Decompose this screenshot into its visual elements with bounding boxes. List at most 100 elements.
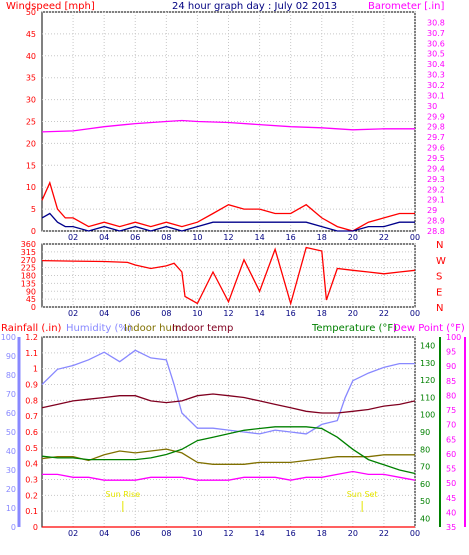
dewpoint-tick-label: 85 bbox=[446, 377, 456, 386]
barometer-tick-label: 30.2 bbox=[427, 81, 445, 90]
barometer-tick-label: 30.4 bbox=[427, 60, 445, 69]
compass-label: W bbox=[436, 256, 446, 267]
barometer-tick-label: 29.8 bbox=[427, 123, 445, 132]
x-tick-label: 02 bbox=[68, 529, 78, 538]
barometer-tick-label: 29.1 bbox=[427, 196, 445, 205]
direction-grid bbox=[42, 243, 416, 308]
x-tick-label: 14 bbox=[254, 529, 264, 538]
temperature-tick-label: 140 bbox=[420, 342, 435, 351]
humidity-tick-label: 20 bbox=[6, 485, 16, 494]
temperature-axis-label: Temperature (°F) bbox=[311, 323, 397, 334]
wind-tick-label: 35 bbox=[26, 74, 36, 83]
x-tick-label: 10 bbox=[192, 309, 202, 318]
x-tick-label: 18 bbox=[317, 309, 327, 318]
dew-point-line bbox=[42, 470, 416, 481]
temperature-tick-label: 40 bbox=[420, 514, 430, 523]
dewpoint-tick-label: 70 bbox=[446, 421, 456, 430]
humidity-axis-label: Humidity (%) bbox=[66, 323, 132, 334]
direction-tick-label: 0 bbox=[31, 303, 36, 312]
temperature-tick-label: 110 bbox=[420, 393, 435, 402]
barometer-tick-label: 29.7 bbox=[427, 133, 445, 142]
barometer-tick-label: 30.8 bbox=[427, 18, 445, 27]
barometer-tick-label: 28.9 bbox=[427, 217, 445, 226]
rainfall-tick-label: 0.3 bbox=[25, 476, 38, 485]
x-tick-label: 02 bbox=[68, 309, 78, 318]
temperature-tick-label: 70 bbox=[420, 463, 430, 472]
x-tick-label: 00 bbox=[410, 529, 420, 538]
rainfall-tick-label: 0 bbox=[33, 523, 38, 532]
dewpoint-tick-label: 45 bbox=[446, 494, 456, 503]
wind-tick-label: 5 bbox=[31, 205, 36, 214]
rainfall-tick-label: 0.4 bbox=[25, 460, 38, 469]
x-tick-label: 08 bbox=[161, 309, 171, 318]
dewpoint-tick-label: 100 bbox=[446, 333, 461, 342]
wind-tick-label: 40 bbox=[26, 52, 36, 61]
x-tick-label: 04 bbox=[99, 233, 109, 242]
windspeed-line bbox=[41, 212, 415, 232]
sun-event-label: Sun Set bbox=[347, 490, 378, 499]
wind-grid bbox=[42, 11, 416, 232]
x-tick-label: 06 bbox=[130, 233, 140, 242]
indoor-temp-label: Indoor temp bbox=[172, 323, 233, 334]
compass-label: N bbox=[436, 240, 443, 251]
wind-tick-label: 45 bbox=[26, 30, 36, 39]
wind-tick-label: 20 bbox=[26, 139, 36, 148]
rainfall-tick-label: 0.9 bbox=[25, 381, 38, 390]
temperature-tick-label: 90 bbox=[420, 428, 430, 437]
dewpoint-tick-label: 40 bbox=[446, 508, 456, 517]
rainfall-tick-label: 1.1 bbox=[25, 349, 38, 358]
indoor-hum-label: Indoor hum bbox=[124, 323, 182, 334]
x-tick-label: 12 bbox=[223, 529, 233, 538]
barometer-tick-label: 30.3 bbox=[427, 71, 445, 80]
x-tick-label: 12 bbox=[223, 233, 233, 242]
x-tick-label: 10 bbox=[192, 233, 202, 242]
temperature-tick-label: 100 bbox=[420, 411, 435, 420]
wind-tick-label: 30 bbox=[26, 96, 36, 105]
wind-ticks: 0510152025303540455028.828.92929.129.229… bbox=[26, 8, 445, 242]
wind-axis-label: Windspeed [mph] bbox=[6, 1, 95, 12]
rainfall-tick-label: 0.2 bbox=[25, 491, 38, 500]
x-tick-label: 22 bbox=[379, 233, 389, 242]
compass-label: N bbox=[436, 303, 443, 314]
direction-tick-label: 45 bbox=[26, 295, 36, 304]
x-tick-label: 08 bbox=[161, 529, 171, 538]
x-tick-label: 18 bbox=[317, 529, 327, 538]
humidity-tick-label: 50 bbox=[6, 428, 16, 437]
barometer-tick-label: 29.4 bbox=[427, 164, 445, 173]
temperature-line bbox=[41, 426, 416, 475]
barometer-tick-label: 30.7 bbox=[427, 29, 445, 38]
barometer-tick-label: 29 bbox=[427, 206, 437, 215]
temperature-tick-label: 60 bbox=[420, 480, 430, 489]
direction-tick-label: 90 bbox=[26, 287, 36, 296]
x-tick-label: 12 bbox=[223, 309, 233, 318]
indoor-hum-line bbox=[41, 448, 415, 465]
x-tick-label: 20 bbox=[348, 233, 358, 242]
dewpoint-axis-label: Dew Point (°F) bbox=[393, 323, 465, 334]
dewpoint-tick-label: 60 bbox=[446, 450, 456, 459]
direction-tick-label: 270 bbox=[21, 256, 36, 265]
temperature-tick-label: 120 bbox=[420, 376, 435, 385]
direction-tick-label: 315 bbox=[21, 248, 36, 257]
x-tick-label: 22 bbox=[379, 529, 389, 538]
wind-gust-line bbox=[41, 180, 415, 232]
rainfall-tick-label: 0.5 bbox=[25, 444, 38, 453]
humidity-tick-label: 90 bbox=[6, 352, 16, 361]
barometer-tick-label: 29.6 bbox=[427, 144, 445, 153]
wind-direction-line bbox=[41, 246, 416, 306]
x-tick-label: 22 bbox=[379, 309, 389, 318]
x-tick-label: 16 bbox=[286, 233, 296, 242]
humidity-tick-label: 80 bbox=[6, 371, 16, 380]
rainfall-axis-label: Rainfall (.in) bbox=[1, 323, 62, 334]
wind-tick-label: 50 bbox=[26, 8, 36, 17]
wind-tick-label: 0 bbox=[31, 227, 36, 236]
direction-tick-label: 135 bbox=[21, 279, 36, 288]
rainfall-tick-label: 1 bbox=[33, 365, 38, 374]
x-tick-label: 14 bbox=[254, 233, 264, 242]
x-tick-label: 04 bbox=[99, 529, 109, 538]
humidity-tick-label: 40 bbox=[6, 447, 16, 456]
barometer-tick-label: 29.3 bbox=[427, 175, 445, 184]
sun-event-label: Sun Rise bbox=[105, 490, 140, 499]
x-tick-label: 20 bbox=[348, 309, 358, 318]
temp-ticks: 0 0.1 0.2 0.3 0.4 0.5 0.6 0.7 0.8 0.9 1 1.1 1.2 0 10 20… bbox=[1, 333, 466, 538]
